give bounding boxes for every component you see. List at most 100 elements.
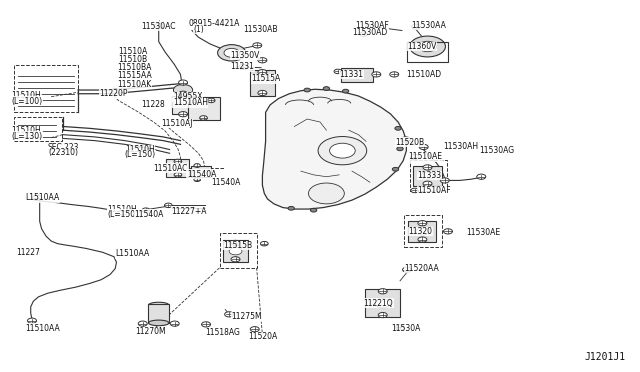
Circle shape — [202, 322, 211, 327]
Text: (22310): (22310) — [48, 148, 78, 157]
Text: 11228: 11228 — [141, 100, 164, 109]
Circle shape — [200, 116, 207, 120]
Text: 11540A: 11540A — [187, 170, 216, 179]
Circle shape — [119, 211, 127, 215]
Circle shape — [395, 126, 401, 130]
Bar — [148, 304, 169, 323]
Text: 11510B: 11510B — [118, 55, 148, 64]
Circle shape — [310, 208, 317, 212]
Text: 11540A: 11540A — [211, 178, 241, 187]
Text: J1201J1: J1201J1 — [585, 352, 626, 362]
Text: 11515B: 11515B — [223, 241, 252, 250]
Circle shape — [397, 147, 403, 151]
Ellipse shape — [148, 302, 169, 308]
Circle shape — [403, 267, 412, 272]
Circle shape — [253, 43, 262, 48]
Circle shape — [304, 88, 310, 92]
Circle shape — [444, 229, 452, 234]
Circle shape — [318, 137, 367, 165]
Circle shape — [342, 89, 349, 93]
Bar — [166, 159, 189, 177]
Circle shape — [239, 64, 248, 70]
Text: 11530AC: 11530AC — [141, 22, 175, 31]
Text: 11510H: 11510H — [12, 92, 41, 100]
Circle shape — [308, 183, 344, 204]
Text: 11530AF: 11530AF — [355, 21, 389, 30]
Bar — [14, 65, 78, 112]
Text: L1510AA: L1510AA — [26, 193, 60, 202]
Text: 11530AB: 11530AB — [243, 25, 278, 34]
Bar — [413, 166, 442, 186]
Circle shape — [288, 206, 294, 210]
Circle shape — [421, 172, 434, 179]
Circle shape — [360, 32, 367, 36]
Circle shape — [390, 72, 399, 77]
Text: 11510AJ: 11510AJ — [161, 119, 193, 128]
Circle shape — [416, 228, 429, 235]
Circle shape — [225, 312, 234, 317]
Bar — [220, 232, 257, 268]
Polygon shape — [262, 89, 406, 209]
Circle shape — [194, 178, 200, 182]
Circle shape — [218, 45, 246, 61]
Text: 08915-4421A: 08915-4421A — [189, 19, 240, 28]
Circle shape — [418, 221, 427, 226]
Circle shape — [330, 143, 355, 158]
Circle shape — [378, 312, 387, 318]
Circle shape — [231, 240, 240, 246]
Bar — [172, 96, 195, 114]
Text: 11510AH: 11510AH — [173, 98, 208, 107]
Circle shape — [258, 70, 267, 75]
Bar — [191, 166, 211, 177]
Bar — [250, 70, 275, 96]
Text: 11515AA: 11515AA — [117, 71, 152, 80]
Text: 11270M: 11270M — [136, 327, 166, 336]
Circle shape — [392, 167, 399, 171]
Circle shape — [207, 98, 215, 103]
Circle shape — [419, 144, 428, 150]
Text: 11227+A: 11227+A — [172, 207, 207, 216]
Text: 11520AA: 11520AA — [404, 264, 439, 273]
Text: 11530AG: 11530AG — [479, 146, 514, 155]
Circle shape — [179, 80, 188, 85]
Circle shape — [258, 90, 267, 96]
Text: (L=150): (L=150) — [108, 210, 139, 219]
Text: 11510AA: 11510AA — [26, 324, 60, 333]
Bar — [223, 240, 248, 262]
Bar — [410, 160, 447, 191]
Text: 11510H: 11510H — [12, 126, 41, 135]
Bar — [341, 68, 373, 82]
Circle shape — [258, 58, 267, 63]
Circle shape — [154, 23, 163, 29]
Text: (L=130): (L=130) — [12, 132, 43, 141]
Text: 14955X: 14955X — [173, 92, 202, 101]
Circle shape — [194, 164, 200, 167]
Text: L1510AA: L1510AA — [115, 249, 150, 258]
Text: 11530AA: 11530AA — [412, 21, 446, 30]
Circle shape — [192, 98, 200, 103]
Text: 11540A: 11540A — [134, 210, 164, 219]
Text: (L=150): (L=150) — [125, 150, 156, 159]
Circle shape — [410, 36, 445, 57]
Circle shape — [170, 321, 179, 326]
Text: 11333: 11333 — [417, 171, 442, 180]
Circle shape — [418, 237, 427, 242]
Text: SEC.223: SEC.223 — [48, 143, 79, 152]
Text: 11510AF: 11510AF — [417, 186, 451, 195]
Text: 11360V: 11360V — [407, 42, 436, 51]
Circle shape — [250, 327, 259, 332]
Bar — [14, 117, 62, 141]
Text: 11510AC: 11510AC — [154, 164, 188, 173]
Text: 11510AK: 11510AK — [117, 80, 152, 89]
Circle shape — [396, 325, 404, 330]
Circle shape — [372, 72, 381, 77]
Text: 11510AD: 11510AD — [406, 70, 442, 79]
Text: 11530A: 11530A — [392, 324, 421, 333]
Circle shape — [477, 174, 486, 179]
Circle shape — [164, 203, 172, 208]
Circle shape — [224, 48, 239, 57]
Circle shape — [412, 24, 420, 29]
Text: 11227: 11227 — [16, 248, 40, 257]
Circle shape — [423, 165, 432, 170]
Text: 11231: 11231 — [230, 62, 254, 71]
